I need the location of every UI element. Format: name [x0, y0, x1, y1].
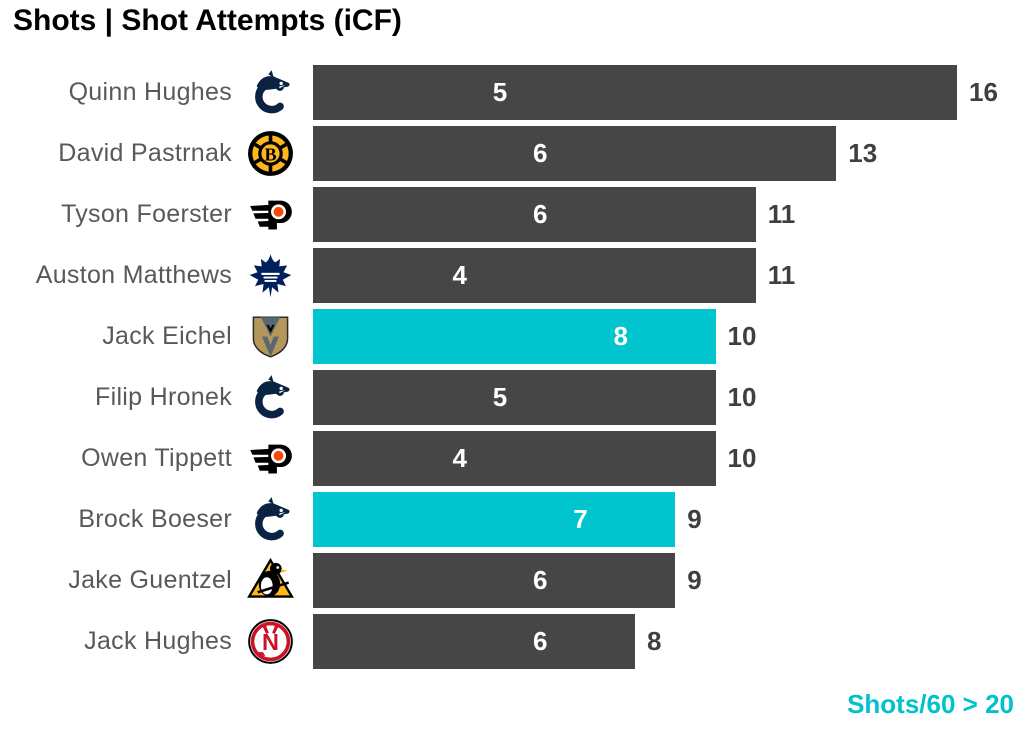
attempts-bar — [313, 65, 957, 120]
player-name: Brock Boeser — [78, 505, 232, 533]
chart-row: Tyson Foerster 6 11 — [0, 184, 1024, 245]
player-name: David Pastrnak — [58, 139, 232, 167]
attempts-bar — [313, 187, 756, 242]
attempts-value-label: 16 — [969, 77, 998, 107]
chart-row: Auston Matthews 4 11 — [0, 245, 1024, 306]
team-logo-njd-icon: N — [242, 617, 298, 667]
shots-value-label: 6 — [533, 565, 548, 595]
attempts-value-label: 10 — [727, 443, 757, 473]
attempts-value-label: 9 — [687, 504, 702, 534]
chart-row: Jack Hughes N 6 8 — [0, 611, 1024, 672]
page-title: Shots | Shot Attempts (iCF) — [13, 4, 402, 37]
shots-value-label: 6 — [533, 199, 548, 229]
player-name: Filip Hronek — [95, 383, 232, 411]
bar-plot-area: 6 13 — [313, 126, 957, 181]
shots-value-label: 6 — [533, 626, 548, 656]
team-logo-van-icon — [242, 495, 298, 545]
team-logo-phi-icon — [242, 190, 298, 240]
chart-row: Owen Tippett 4 10 — [0, 428, 1024, 489]
attempts-bar — [313, 248, 756, 303]
attempts-bar — [313, 370, 716, 425]
shots-value-label: 5 — [492, 77, 508, 107]
attempts-value-label: 11 — [767, 199, 796, 229]
team-logo-van-icon — [242, 68, 298, 118]
team-logo-pit-icon — [242, 556, 298, 606]
team-logo-vgk-icon — [242, 312, 298, 362]
attempts-bar — [313, 126, 837, 181]
shots-value-label: 6 — [533, 138, 548, 168]
shots-value-label: 7 — [573, 504, 588, 534]
team-logo-bos-icon: B — [242, 129, 298, 179]
chart-row: Brock Boeser 7 9 — [0, 489, 1024, 550]
bar-plot-area: 5 16 — [313, 65, 998, 120]
shots-value-label: 4 — [452, 443, 467, 473]
attempts-bar — [313, 553, 676, 608]
chart-row: David Pastrnak B 6 13 — [0, 123, 1024, 184]
attempts-value-label: 9 — [687, 565, 702, 595]
player-name: Tyson Foerster — [61, 200, 232, 228]
team-logo-van-icon — [242, 373, 298, 423]
attempts-bar — [313, 431, 716, 486]
bar-plot-area: 6 11 — [313, 187, 957, 242]
chart-row: Jack Eichel 8 10 — [0, 306, 1024, 367]
attempts-value-label: 11 — [767, 260, 796, 290]
chart-rows: Quinn Hughes 5 16 David Pastrnak B 6 13 Tyson F… — [0, 62, 1024, 672]
attempts-value-label: 8 — [647, 626, 662, 656]
player-name: Jake Guentzel — [68, 566, 232, 594]
bar-plot-area: 4 10 — [313, 431, 957, 486]
svg-text:N: N — [262, 629, 279, 655]
shots-value-label: 4 — [452, 260, 467, 290]
player-name: Quinn Hughes — [68, 78, 232, 106]
attempts-bar — [313, 614, 635, 669]
chart-row: Jake Guentzel 6 9 — [0, 550, 1024, 611]
player-name: Auston Matthews — [35, 261, 232, 289]
svg-text:B: B — [264, 144, 276, 164]
bar-plot-area: 5 10 — [313, 370, 957, 425]
attempts-bar-highlighted — [313, 309, 716, 364]
chart-row: Filip Hronek 5 10 — [0, 367, 1024, 428]
legend-note: Shots/60 > 20 — [847, 689, 1014, 719]
player-name: Owen Tippett — [81, 444, 232, 472]
shots-value-label: 5 — [492, 382, 508, 412]
bar-plot-area: 8 10 — [313, 309, 957, 364]
attempts-value-label: 10 — [727, 382, 757, 412]
player-name: Jack Hughes — [84, 627, 232, 655]
team-logo-tor-icon — [242, 251, 298, 301]
player-name: Jack Eichel — [102, 322, 232, 350]
team-logo-phi-icon — [242, 434, 298, 484]
chart-row: Quinn Hughes 5 16 — [0, 62, 1024, 123]
bar-plot-area: 4 11 — [313, 248, 957, 303]
shots-value-label: 8 — [613, 321, 628, 351]
attempts-value-label: 10 — [727, 321, 757, 351]
attempts-bar-highlighted — [313, 492, 676, 547]
attempts-value-label: 13 — [848, 138, 878, 168]
